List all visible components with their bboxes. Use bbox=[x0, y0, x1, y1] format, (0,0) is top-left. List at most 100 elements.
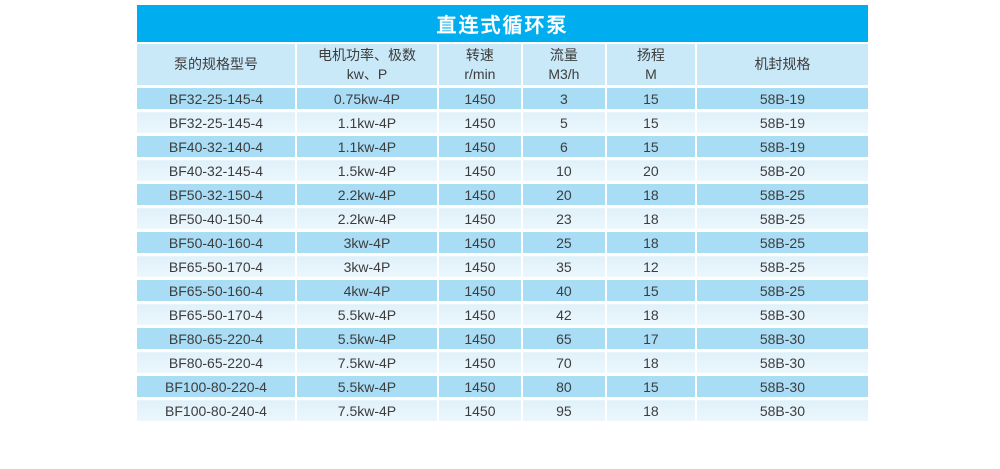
table-cell: BF80-65-220-4 bbox=[137, 326, 297, 352]
table-cell: 1.5kw-4P bbox=[295, 158, 439, 184]
table-cell: 58B-25 bbox=[695, 206, 868, 232]
table-cell: 58B-20 bbox=[695, 158, 868, 184]
table-cell: 1.1kw-4P bbox=[295, 134, 439, 160]
table-row: BF50-40-150-4 2.2kw-4P 1450 23 18 58B-25 bbox=[137, 206, 868, 232]
table-cell: 12 bbox=[605, 254, 697, 280]
column-header-line2: r/min bbox=[464, 65, 496, 82]
table-cell: 1450 bbox=[437, 110, 523, 136]
table-cell: 1450 bbox=[437, 134, 523, 160]
table-cell: BF32-25-145-4 bbox=[137, 110, 297, 136]
table-cell: 58B-30 bbox=[695, 350, 868, 376]
table-cell: 20 bbox=[605, 158, 697, 184]
table-cell: 7.5kw-4P bbox=[295, 350, 439, 376]
column-header: 机封规格 bbox=[695, 44, 868, 88]
table-cell: 15 bbox=[605, 374, 697, 400]
table-cell: 3kw-4P bbox=[295, 254, 439, 280]
table-row: BF50-32-150-4 2.2kw-4P 1450 20 18 58B-25 bbox=[137, 182, 868, 208]
table-cell: 70 bbox=[521, 350, 607, 376]
column-header-line1: 机封规格 bbox=[754, 56, 811, 72]
table-row: BF100-80-240-4 7.5kw-4P 1450 95 18 58B-30 bbox=[137, 398, 868, 424]
column-header: 扬程 M bbox=[605, 44, 697, 88]
table-cell: 1450 bbox=[437, 326, 523, 352]
table-cell: 1450 bbox=[437, 86, 523, 112]
table-row: BF65-50-170-4 3kw-4P 1450 35 12 58B-25 bbox=[137, 254, 868, 280]
table-cell: 58B-25 bbox=[695, 182, 868, 208]
table-cell: 5.5kw-4P bbox=[295, 374, 439, 400]
table-cell: 15 bbox=[605, 278, 697, 304]
table-cell: 58B-25 bbox=[695, 278, 868, 304]
table-cell: 2.2kw-4P bbox=[295, 182, 439, 208]
table-cell: 20 bbox=[521, 182, 607, 208]
table-cell: BF50-32-150-4 bbox=[137, 182, 297, 208]
table-title: 直连式循环泵 bbox=[137, 5, 868, 42]
table-cell: 5.5kw-4P bbox=[295, 326, 439, 352]
table-cell: 17 bbox=[605, 326, 697, 352]
table-cell: BF50-40-160-4 bbox=[137, 230, 297, 256]
table-row: BF80-65-220-4 7.5kw-4P 1450 70 18 58B-30 bbox=[137, 350, 868, 376]
table-cell: 1450 bbox=[437, 278, 523, 304]
table-cell: 5.5kw-4P bbox=[295, 302, 439, 328]
table-cell: 1450 bbox=[437, 158, 523, 184]
table-cell: 15 bbox=[605, 134, 697, 160]
table-row: BF40-32-145-4 1.5kw-4P 1450 10 20 58B-20 bbox=[137, 158, 868, 184]
table-cell: 18 bbox=[605, 398, 697, 424]
pump-spec-table: 泵的规格型号 电机功率、极数 kw、P 转速 r/min 流量 M3/h 扬程 M 机封规格 BF… bbox=[137, 44, 868, 424]
table-cell: 18 bbox=[605, 350, 697, 376]
table-cell: BF50-40-150-4 bbox=[137, 206, 297, 232]
table-cell: BF40-32-140-4 bbox=[137, 134, 297, 160]
table-cell: 40 bbox=[521, 278, 607, 304]
table-cell: 58B-25 bbox=[695, 230, 868, 256]
table-cell: BF80-65-220-4 bbox=[137, 350, 297, 376]
table-row: BF100-80-220-4 5.5kw-4P 1450 80 15 58B-30 bbox=[137, 374, 868, 400]
table-cell: BF40-32-145-4 bbox=[137, 158, 297, 184]
table-cell: 58B-30 bbox=[695, 326, 868, 352]
table-cell: 18 bbox=[605, 182, 697, 208]
table-row: BF40-32-140-4 1.1kw-4P 1450 6 15 58B-19 bbox=[137, 134, 868, 160]
column-header-line1: 扬程 bbox=[636, 46, 665, 63]
table-cell: 6 bbox=[521, 134, 607, 160]
table-cell: 65 bbox=[521, 326, 607, 352]
table-cell: BF65-50-170-4 bbox=[137, 254, 297, 280]
table-cell: 1450 bbox=[437, 350, 523, 376]
table-cell: 35 bbox=[521, 254, 607, 280]
table-cell: 1450 bbox=[437, 398, 523, 424]
table-cell: 4kw-4P bbox=[295, 278, 439, 304]
table-cell: 1450 bbox=[437, 254, 523, 280]
table-cell: 1450 bbox=[437, 302, 523, 328]
table-cell: BF100-80-240-4 bbox=[137, 398, 297, 424]
column-header: 流量 M3/h bbox=[521, 44, 607, 88]
table-cell: 58B-19 bbox=[695, 110, 868, 136]
table-cell: 3kw-4P bbox=[295, 230, 439, 256]
table-cell: 7.5kw-4P bbox=[295, 398, 439, 424]
table-cell: 80 bbox=[521, 374, 607, 400]
table-cell: 58B-25 bbox=[695, 254, 868, 280]
table-cell: 42 bbox=[521, 302, 607, 328]
table-row: BF65-50-160-4 4kw-4P 1450 40 15 58B-25 bbox=[137, 278, 868, 304]
table-cell: 25 bbox=[521, 230, 607, 256]
table-row: BF65-50-170-4 5.5kw-4P 1450 42 18 58B-30 bbox=[137, 302, 868, 328]
table-body: BF32-25-145-4 0.75kw-4P 1450 3 15 58B-19 BF32-… bbox=[137, 86, 868, 424]
table-cell: 58B-19 bbox=[695, 134, 868, 160]
table-cell: BF32-25-145-4 bbox=[137, 86, 297, 112]
table-cell: 58B-30 bbox=[695, 398, 868, 424]
table-cell: 1.1kw-4P bbox=[295, 110, 439, 136]
table-cell: 18 bbox=[605, 302, 697, 328]
table-cell: 1450 bbox=[437, 182, 523, 208]
table-cell: 58B-30 bbox=[695, 374, 868, 400]
table-cell: 58B-30 bbox=[695, 302, 868, 328]
table-cell: 5 bbox=[521, 110, 607, 136]
column-header: 电机功率、极数 kw、P bbox=[295, 44, 439, 88]
column-header-line1: 转速 bbox=[465, 46, 494, 63]
table-cell: 15 bbox=[605, 110, 697, 136]
table-row: BF50-40-160-4 3kw-4P 1450 25 18 58B-25 bbox=[137, 230, 868, 256]
table-cell: 3 bbox=[521, 86, 607, 112]
table-cell: 15 bbox=[605, 86, 697, 112]
table-cell: 18 bbox=[605, 230, 697, 256]
table-cell: 23 bbox=[521, 206, 607, 232]
table-cell: 1450 bbox=[437, 206, 523, 232]
column-header: 泵的规格型号 bbox=[137, 44, 297, 88]
table-cell: 95 bbox=[521, 398, 607, 424]
table-cell: 0.75kw-4P bbox=[295, 86, 439, 112]
table-cell: 2.2kw-4P bbox=[295, 206, 439, 232]
